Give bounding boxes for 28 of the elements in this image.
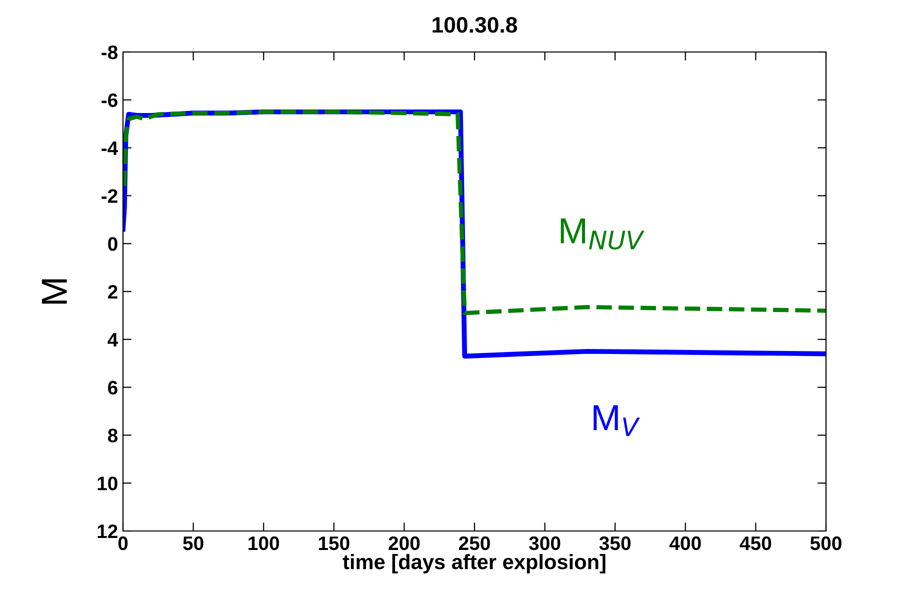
x-tick-label: 450 <box>740 536 772 550</box>
y-axis-title: M <box>42 279 67 304</box>
x-tick-label: 0 <box>118 536 128 550</box>
x-tick-label: 150 <box>318 536 350 550</box>
y-tick-label: 2 <box>108 284 118 299</box>
x-tick-label: 350 <box>599 536 631 550</box>
y-tick-label: 0 <box>108 237 118 251</box>
y-tick-label: -4 <box>102 141 118 155</box>
x-tick-label: 500 <box>810 536 842 550</box>
series-label: M$_{V}$ <box>594 405 640 436</box>
y-tick-label: -6 <box>102 93 118 108</box>
y-tick-label: -8 <box>102 45 118 60</box>
x-tick-label: 50 <box>183 536 204 550</box>
y-tick-label: 4 <box>108 333 118 346</box>
y-tick-label: 8 <box>108 428 118 442</box>
series-label: M$_{NUV}$ <box>560 218 644 250</box>
x-tick-label: 100 <box>248 536 280 550</box>
y-tick-label: -2 <box>102 189 118 203</box>
y-tick-label: 6 <box>108 380 118 395</box>
x-tick-label: 400 <box>669 536 701 550</box>
y-tick-label: 12 <box>98 524 118 538</box>
y-tick-label: 10 <box>98 476 118 490</box>
line-series <box>123 110 826 316</box>
x-tick-label: 200 <box>388 536 420 550</box>
x-tick-label: 300 <box>529 536 560 550</box>
chart-title: 100.30.8 <box>432 17 518 33</box>
x-axis-title: time [days after explosion] <box>342 554 606 574</box>
x-tick-label: 250 <box>458 536 490 550</box>
